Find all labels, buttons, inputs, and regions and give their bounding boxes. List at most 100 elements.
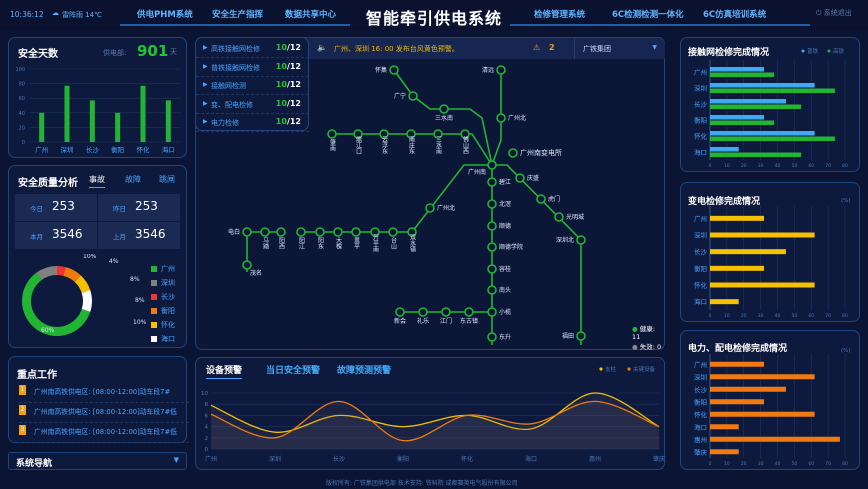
station-label: 新会 [394, 317, 406, 325]
tab-fault-prediction[interactable]: 故障预测预警 [337, 366, 392, 376]
x-tick-label: 30 [758, 461, 764, 467]
y-tick-label: 衡阳 [694, 397, 707, 406]
panel-title: 电力、配电检修完成情况 [688, 344, 788, 354]
station-label: 云浮东 [381, 136, 388, 154]
station-label: 佛山西 [462, 135, 469, 155]
map-panel: 怀集 广宁 三水南 清远 广州北 肇南 鼎江口 云浮东 南庄东 三水南 佛山西 广州南 广州南变电所 碧江… [195, 37, 665, 351]
bar [710, 67, 764, 72]
station-label: 鼎江口 [355, 136, 362, 155]
y-tick-label: 深圳 [694, 84, 707, 93]
bar [710, 232, 815, 238]
y-tick-label: 怀化 [694, 281, 708, 290]
station-label: 广州北 [508, 114, 526, 122]
system-nav-dropdown[interactable]: 系统导航 ▼ [8, 452, 187, 470]
task-label: 接触网检测 [211, 82, 246, 90]
tab-trip[interactable]: 跳闸 [159, 175, 175, 184]
rail-line [393, 69, 493, 166]
x-tick-label: 50 [792, 163, 798, 169]
task-item[interactable]: ▶ 电力检修 10/12 [196, 114, 309, 132]
panel-title: 安全天数 [18, 49, 58, 60]
nav-maintenance[interactable]: 检修管理系统 [534, 10, 586, 20]
bar [710, 215, 764, 221]
x-tick-label: 80 [842, 313, 848, 319]
x-tick-label: 海口 [525, 455, 537, 463]
nav-phm[interactable]: 供电PHM系统 [137, 10, 193, 20]
station-label: 小榄 [499, 308, 511, 316]
tab-daily-safety-warning[interactable]: 当日安全预警 [266, 366, 321, 376]
x-tick-label: 肇庆 [653, 455, 665, 463]
stat-value: 253 [52, 199, 75, 213]
station-label: 容桂 [499, 265, 511, 273]
x-tick-label: 10 [724, 163, 730, 169]
series-line [210, 392, 660, 433]
y-tick-label: 2 [205, 436, 209, 442]
x-tick-label: 50 [792, 313, 798, 319]
station-node [487, 264, 497, 274]
unit-label: (%) [841, 348, 851, 354]
slice-label: 8% [135, 297, 145, 304]
station-node [487, 199, 497, 209]
caret-down-icon: ▼ [652, 44, 657, 51]
nav-6c-training[interactable]: 6C仿真培训系统 [703, 10, 767, 20]
task-item[interactable]: ▶ 高铁接触网检修 10/12 [196, 40, 309, 58]
legend-item: 衡阳 [151, 306, 175, 316]
bar [710, 249, 786, 255]
station-label: 南头 [499, 286, 511, 294]
page-title: 智能牵引供电系统 [366, 9, 503, 28]
task-item[interactable]: ▶ 普铁接触网检修 10/12 [196, 59, 309, 77]
warning-panel: 设备预警 当日安全预警 故障预测预警 0 2 4 6 8 10 广州 深圳 长沙 衡阳 怀化 海口 惠州… [195, 357, 665, 470]
nav-safety-command[interactable]: 安全生产指挥 [212, 10, 264, 20]
station-label: 深圳北 [556, 236, 574, 244]
x-tick-label: 0 [709, 163, 712, 169]
legend-item: 怀化 [151, 320, 175, 330]
x-tick-label: 40 [775, 461, 781, 467]
station-label: 顺德 [499, 222, 511, 230]
nav-6c-detection[interactable]: 6C检测检测一体化 [612, 10, 684, 20]
station-label: 广州北 [437, 204, 455, 212]
task-total: /12 [286, 61, 301, 71]
work-item[interactable]: 2 广州南高铁供电区: [08:00-12:00]动车段7#低 [19, 403, 189, 423]
station-label: 南庄东 [408, 135, 415, 154]
tab-fault[interactable]: 故障 [125, 175, 141, 184]
work-item[interactable]: 3 广州南高铁供电区: [08:00-12:00]动车段7#低 [19, 423, 189, 443]
donut-slice [81, 290, 93, 312]
station-node [260, 227, 270, 237]
y-tick-label: 怀化 [694, 410, 708, 419]
station-node [370, 227, 380, 237]
work-item[interactable]: 1 广州南高铁供电区: [08:00-12:00]动车段7# [19, 383, 189, 403]
tab-equipment-warning[interactable]: 设备预警 [206, 363, 243, 379]
legend-marker [801, 49, 805, 53]
bar [710, 265, 764, 271]
bar [710, 88, 835, 93]
power-chart-panel: 电力、配电检修完成情况 (%) 0 10 20 30 40 50 60 70 80 广州 深圳 长沙衡… [680, 330, 860, 470]
station-label: 东古镇 [460, 317, 478, 325]
task-item[interactable]: ▶ 变、配电检修 10/12 [196, 96, 309, 114]
rail-line [491, 70, 502, 166]
station-label: 碧江 [499, 178, 511, 186]
key-work-panel: 重点工作 1 广州南高铁供电区: [08:00-12:00]动车段7# 2 广州南高铁… [8, 356, 189, 443]
quality-donut-chart: 10% 4% 8% 8% 10% 60% [22, 254, 147, 336]
panel-title: 接触网检修完成情况 [688, 48, 770, 58]
station-node [554, 212, 564, 222]
x-tick-label: 0 [709, 313, 712, 319]
bar [89, 100, 95, 142]
work-text: 广州南高铁供电区: [08:00-12:00]动车段7# [34, 388, 171, 396]
play-arrow-icon: ▶ [203, 62, 208, 70]
days-unit: 天 [170, 48, 177, 56]
y-tick-label: 长沙 [694, 247, 708, 256]
tab-accident[interactable]: 事故 [89, 174, 105, 188]
task-item[interactable]: ▶ 接触网检测 10/12 [196, 77, 309, 95]
stat-label: 本月 [30, 233, 43, 241]
station-label: 东升 [499, 333, 511, 341]
rail-line [332, 133, 493, 166]
logout-button[interactable]: ⏻ 系统退出 [816, 8, 852, 18]
contact-chart-panel: 接触网检修完成情况 0 10 20 30 40 50 60 70 80 广州 深圳 长沙 衡阳 怀化 海口 普… [680, 37, 860, 172]
caret-down-icon: ▼ [173, 456, 179, 464]
legend-value: 11 [632, 333, 641, 341]
station-label: 双水镇 [409, 234, 416, 253]
legend-item: 长沙 [151, 292, 175, 302]
nav-data-share[interactable]: 数据共享中心 [285, 10, 337, 20]
header-divider [120, 24, 350, 26]
bar [710, 99, 786, 104]
org-select[interactable]: 广铁集团 ▼ [574, 38, 665, 59]
